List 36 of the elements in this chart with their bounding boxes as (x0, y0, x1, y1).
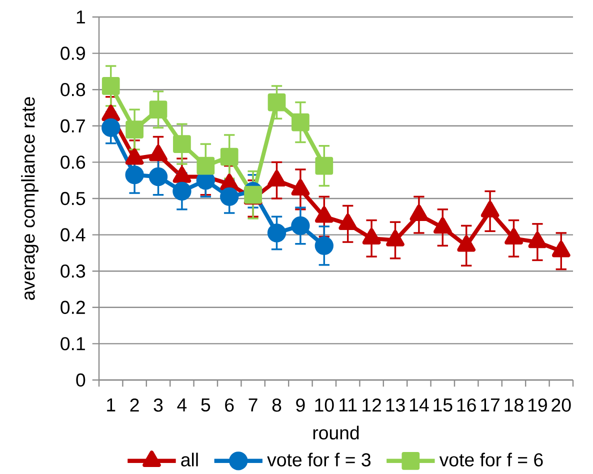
x-tick-label: 3 (154, 398, 163, 412)
y-tick-label: 1 (76, 10, 85, 24)
y-tick-label: 0.9 (60, 46, 85, 60)
y-tick-label: 0.2 (60, 300, 85, 314)
y-tick-label: 0.1 (60, 337, 85, 350)
x-tick-label: 2 (130, 398, 139, 412)
y-tick-label: 0.8 (60, 82, 86, 96)
legend-label: all (181, 452, 198, 466)
x-tick-label: 9 (296, 398, 305, 412)
legend-label: vote for f = 6 (439, 452, 543, 466)
x-tick-label: 12 (362, 398, 381, 412)
x-tick-label: 13 (386, 398, 405, 412)
x-tick-label: 7 (248, 398, 258, 412)
x-tick-label: 10 (315, 398, 334, 412)
y-tick-label: 0.7 (60, 119, 85, 133)
x-tick-label: 8 (272, 398, 282, 412)
x-tick-label: 4 (177, 398, 187, 412)
x-tick-label: 6 (225, 398, 234, 412)
x-tick-label: 15 (434, 398, 452, 412)
legend-label: vote for f = 3 (267, 452, 371, 466)
y-tick-label: 0.3 (60, 264, 86, 278)
x-tick-label: 18 (504, 398, 524, 412)
x-tick-label: 5 (201, 398, 210, 412)
y-axis-title: average compliance rate (21, 97, 38, 300)
x-tick-label: 16 (457, 398, 476, 412)
x-tick-label: 17 (481, 398, 500, 412)
x-tick-label: 19 (528, 398, 547, 412)
x-tick-label: 1 (107, 398, 116, 412)
x-tick-label: 14 (410, 398, 429, 412)
y-tick-label: 0.5 (60, 192, 86, 206)
y-tick-label: 0.6 (60, 156, 86, 169)
y-tick-label: 0.4 (60, 228, 86, 242)
x-tick-label: 11 (340, 398, 357, 412)
x-axis-title: round (313, 426, 359, 440)
x-tick-label: 20 (552, 398, 571, 412)
y-tick-label: 0 (76, 373, 86, 387)
